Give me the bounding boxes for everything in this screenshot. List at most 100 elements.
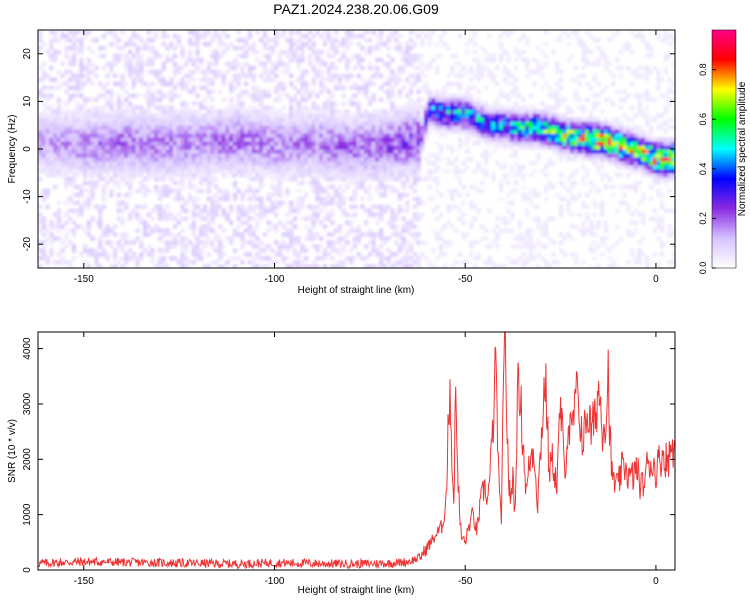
spectrogram-cell	[274, 117, 279, 122]
spectrogram-cell	[408, 73, 414, 79]
spectrogram-cell	[105, 149, 110, 154]
spectrogram-cell	[525, 244, 530, 249]
spectrogram-cell	[71, 109, 77, 114]
spectrogram-cell	[64, 164, 69, 170]
spectrogram-cell	[356, 101, 361, 106]
spectrogram-cell	[555, 93, 560, 99]
spectrogram-cell	[378, 137, 384, 142]
spectrogram-cell	[94, 252, 99, 257]
spectrogram-cell	[423, 65, 429, 71]
spectrogram-cell	[244, 149, 249, 154]
spectrogram-cell	[491, 228, 496, 233]
spectrogram-cell	[206, 220, 211, 225]
spectrogram-cell	[476, 105, 481, 110]
spectrogram-cell	[255, 172, 260, 178]
spectrogram-cell	[285, 176, 290, 182]
spectrogram-cell	[60, 81, 65, 87]
spectrogram-cell	[408, 168, 414, 174]
spectrogram-cell	[202, 125, 208, 130]
spectrogram-cell	[214, 53, 219, 59]
spectrogram-cell	[319, 196, 324, 202]
spectrogram-cell	[82, 30, 88, 35]
spectrogram-cell	[408, 133, 414, 138]
spectrogram-cell	[116, 164, 122, 170]
spectrogram-cell	[210, 149, 215, 154]
spectrogram-cell	[56, 172, 62, 178]
spectrogram-cell	[124, 204, 129, 210]
spectrogram-cell	[255, 256, 260, 261]
spectrogram-cell	[570, 252, 575, 257]
spectrogram-cell	[547, 137, 552, 142]
spectrogram-cell	[135, 137, 140, 142]
spectrogram-cell	[450, 69, 455, 75]
spectrogram-cell	[540, 117, 545, 122]
spectrogram-cell	[495, 117, 500, 122]
spectrogram-cell	[97, 117, 103, 122]
spectrogram-cell	[75, 89, 80, 95]
spectrogram-cell	[465, 49, 470, 55]
spectrogram-cell	[461, 109, 466, 114]
spectrogram-cell	[75, 93, 80, 99]
spectrogram-cell	[506, 192, 511, 198]
spectrogram-cell	[416, 133, 421, 138]
spectrogram-cell	[356, 113, 361, 118]
spectrogram-cell	[86, 228, 92, 233]
spectrogram-cell	[251, 240, 256, 245]
spectrogram-cell	[251, 45, 256, 51]
spectrogram-cell	[41, 41, 47, 47]
spectrogram-cell	[116, 156, 122, 162]
spectrogram-cell	[49, 41, 54, 47]
spectrogram-cell	[109, 188, 114, 194]
spectrogram-cell	[112, 133, 118, 138]
spectrogram-cell	[41, 156, 47, 162]
spectrogram-cell	[214, 73, 219, 79]
spectrogram-cell	[382, 256, 388, 261]
spectrogram-cell	[341, 168, 346, 174]
spectrogram-cell	[558, 77, 564, 83]
spectrogram-cell	[131, 109, 137, 114]
spectrogram-cell	[217, 129, 223, 134]
spectrogram-cell	[491, 129, 496, 134]
spectrogram-cell	[363, 109, 369, 114]
spectrogram-cell	[536, 141, 541, 146]
spectrogram-cell	[465, 125, 470, 130]
spectrogram-cell	[405, 53, 410, 59]
spectrogram-cell	[90, 248, 95, 253]
spectrogram-cell	[274, 149, 279, 154]
spectrogram-cell	[412, 164, 418, 170]
spectrogram-cell	[438, 244, 444, 249]
spectrogram-cell	[307, 216, 313, 221]
spectrogram-cell	[225, 33, 230, 39]
spectrogram-cell	[345, 61, 350, 67]
spectrogram-cell	[116, 125, 122, 130]
spectrogram-cell	[64, 260, 69, 265]
spectrogram-cell	[71, 30, 77, 35]
spectrogram-cell	[382, 192, 388, 198]
spectrogram-cell	[154, 176, 159, 182]
spectrogram-cell	[457, 117, 463, 122]
spectrogram-cell	[112, 113, 118, 118]
spectrogram-cell	[259, 129, 264, 134]
spectrogram-cell	[412, 73, 418, 79]
spectrogram-cell	[184, 125, 189, 130]
spectrogram-cell	[296, 180, 301, 186]
spectrogram-cell	[146, 113, 152, 118]
spectrogram-cell	[596, 137, 601, 142]
spectrogram-cell	[468, 113, 474, 118]
spectrogram-cell	[41, 240, 47, 245]
spectrogram-cell	[513, 152, 519, 158]
spectrogram-cell	[311, 105, 316, 110]
spectrogram-cell	[142, 204, 148, 210]
spectrogram-cell	[330, 156, 335, 162]
spectrogram-cell	[281, 141, 286, 146]
spectrogram-cell	[41, 141, 47, 146]
spectrogram-cell	[311, 264, 316, 268]
spectrogram-cell	[356, 149, 361, 154]
spectrogram-cell	[487, 256, 492, 261]
spectrogram-cell	[266, 149, 271, 154]
spectrogram-cell	[611, 81, 616, 87]
spectrogram-cell	[195, 240, 200, 245]
spectrogram-cell	[247, 196, 253, 202]
spectrogram-cell	[157, 141, 163, 146]
spectrogram-cell	[97, 204, 103, 210]
